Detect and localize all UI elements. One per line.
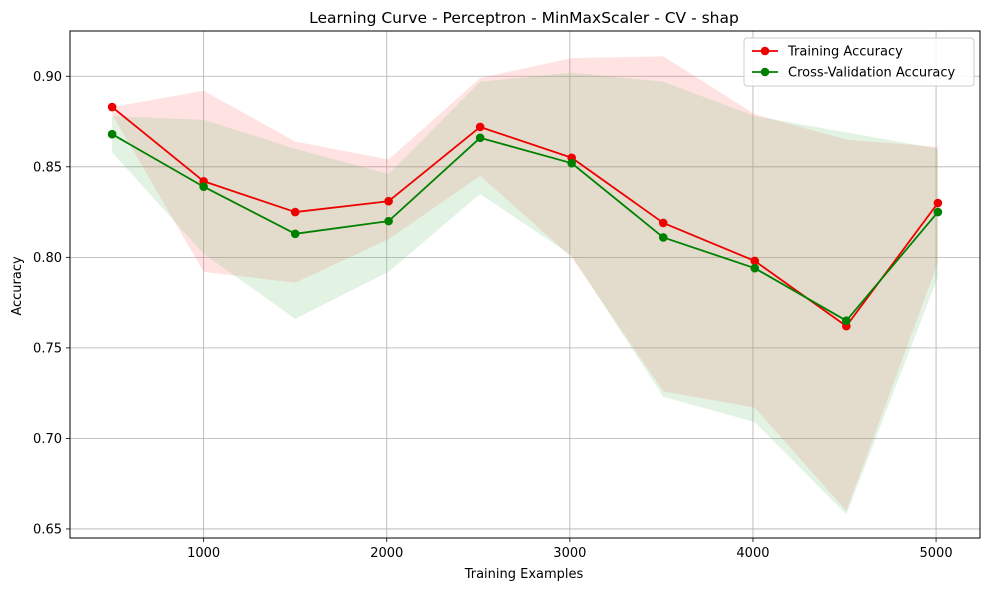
marker-series-1 xyxy=(475,122,485,132)
y-tick-label: 0.70 xyxy=(33,432,62,447)
y-axis-label: Accuracy xyxy=(10,256,25,316)
legend-label: Cross-Validation Accuracy xyxy=(788,66,956,81)
x-axis-label: Training Examples xyxy=(464,567,584,582)
series-markers xyxy=(107,102,943,331)
x-tick-label: 5000 xyxy=(920,546,953,561)
marker-series-2 xyxy=(933,207,943,217)
marker-series-1 xyxy=(384,196,393,206)
band-series-1 xyxy=(112,56,938,511)
marker-series-2 xyxy=(658,233,668,242)
x-tick-label: 4000 xyxy=(736,546,769,561)
legend-marker xyxy=(760,67,770,77)
y-tick-label: 0.85 xyxy=(33,160,62,175)
marker-series-1 xyxy=(658,218,668,228)
series-lines xyxy=(111,106,939,328)
y-tick-label: 0.90 xyxy=(33,70,62,85)
x-tick-label: 2000 xyxy=(370,546,403,561)
marker-series-2 xyxy=(199,182,208,192)
legend-label: Training Accuracy xyxy=(787,45,903,60)
y-tick-label: 0.75 xyxy=(33,341,62,356)
marker-series-2 xyxy=(475,133,485,143)
marker-series-1 xyxy=(107,102,117,112)
x-tick-label: 1000 xyxy=(187,546,220,561)
plot-frame xyxy=(69,30,981,539)
legend: Training Accuracy Cross-Validation Accura… xyxy=(743,37,975,87)
chart-title: Learning Curve - Perceptron - MinMaxScal… xyxy=(309,9,739,27)
marker-series-2 xyxy=(842,316,851,326)
axis-ticks: 1000 2000 3000 4000 5000 0.65 0.70 0.75 0.80 0.85… xyxy=(33,70,953,561)
x-tick-label: 3000 xyxy=(553,546,586,561)
marker-series-1 xyxy=(750,256,760,266)
marker-series-2 xyxy=(750,263,760,273)
legend-marker xyxy=(760,46,770,56)
band-series-2 xyxy=(112,72,938,515)
marker-series-2 xyxy=(384,216,393,226)
marker-series-2 xyxy=(107,129,117,139)
marker-series-1 xyxy=(290,207,300,217)
legend-box xyxy=(743,37,975,87)
y-tick-label: 0.80 xyxy=(33,251,62,266)
marker-series-1 xyxy=(933,198,943,208)
marker-series-2 xyxy=(290,229,300,239)
marker-series-2 xyxy=(567,158,576,168)
line-series-2 xyxy=(111,133,939,322)
confidence-bands xyxy=(112,56,938,515)
y-tick-label: 0.65 xyxy=(33,522,62,537)
